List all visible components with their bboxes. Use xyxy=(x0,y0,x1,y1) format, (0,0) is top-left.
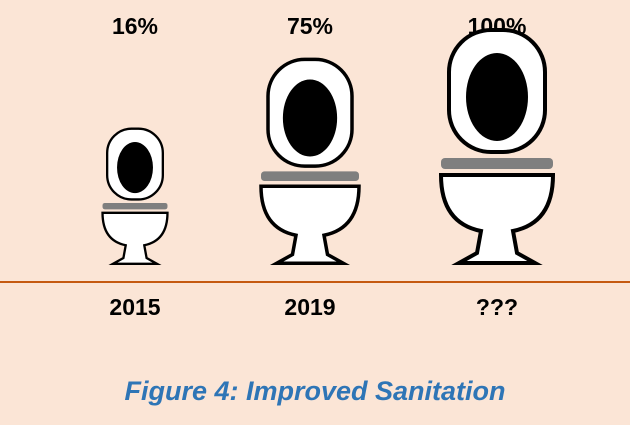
toilet-icon xyxy=(438,28,556,265)
toilet-seat xyxy=(102,202,168,210)
chart-title: Figure 4: Improved Sanitation xyxy=(124,376,505,406)
category-label: 2015 xyxy=(109,294,160,320)
category-label: ??? xyxy=(476,294,518,320)
toilet-seat xyxy=(261,171,359,181)
value-label: 75% xyxy=(287,13,333,39)
toilet-bowl xyxy=(259,184,361,265)
value-label: 16% xyxy=(112,13,158,39)
toilet-seat xyxy=(441,158,553,169)
toilet-icon xyxy=(259,57,361,265)
toilet-hole xyxy=(466,53,528,141)
toilet-icon xyxy=(101,127,169,265)
toilet-bowl xyxy=(438,173,556,265)
toilet-hole xyxy=(117,142,153,194)
toilet-bowl xyxy=(101,211,169,265)
toilet-hole xyxy=(282,79,338,157)
category-label: 2019 xyxy=(284,294,335,320)
